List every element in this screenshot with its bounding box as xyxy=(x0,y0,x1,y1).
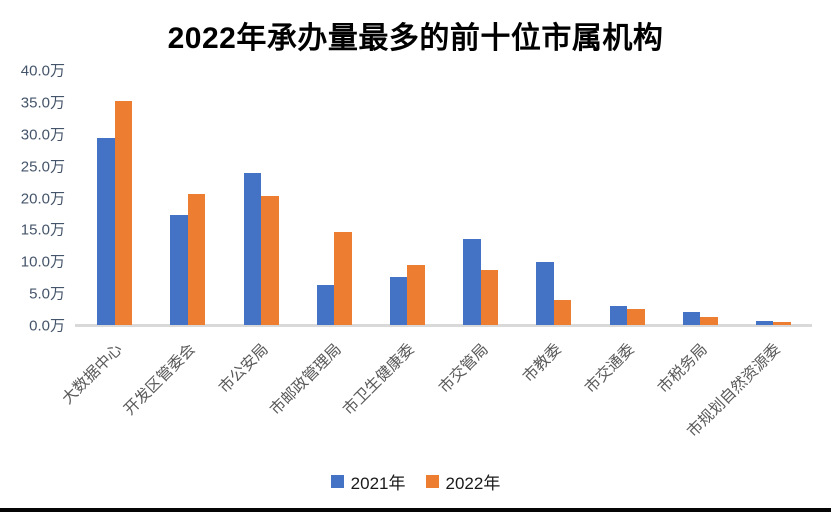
bar-2021年-市邮政管理局 xyxy=(316,285,335,325)
bar-2021年-大数据中心 xyxy=(97,138,115,325)
bar-2022年-大数据中心 xyxy=(114,101,133,325)
bar-2022年-市公安局 xyxy=(261,195,279,325)
x-axis-tick-label: 市交管局 xyxy=(435,340,492,397)
bar-2022年-市教委 xyxy=(553,299,572,325)
legend-item-2021年: 2021年 xyxy=(330,469,406,494)
bar-2022年-市卫生健康委 xyxy=(407,265,425,325)
y-axis-tick-label: 20.0万 xyxy=(20,190,65,207)
legend-swatch-icon xyxy=(330,475,344,488)
x-axis-tick-label: 市教委 xyxy=(519,340,565,386)
x-axis-tick-label: 市邮政管理局 xyxy=(267,340,346,419)
bar-2022年-开发区管委会 xyxy=(187,194,206,325)
y-axis-tick-label: 35.0万 xyxy=(20,94,65,112)
legend-label: 2021年 xyxy=(350,474,406,493)
bar-2022年-市交管局 xyxy=(480,270,499,325)
bar-2021年-市公安局 xyxy=(243,172,261,325)
y-axis-tick-label: 40.0万 xyxy=(20,62,65,80)
bar-2021年-市卫生健康委 xyxy=(389,276,408,325)
bottom-separator-bar xyxy=(0,508,831,512)
chart-title: 2022年承办量最多的前十位市属机构 xyxy=(167,22,664,55)
x-axis-tick-label: 大数据中心 xyxy=(58,340,126,408)
bar-2021年-市交通委 xyxy=(609,305,627,325)
y-axis-tick-label: 0.0万 xyxy=(29,317,65,335)
x-axis-line xyxy=(75,324,812,327)
y-axis-tick-label: 30.0万 xyxy=(20,126,65,144)
plot-area xyxy=(75,70,812,327)
y-axis-tick-label: 10.0万 xyxy=(20,253,65,271)
x-axis-tick-label: 市卫生健康委 xyxy=(340,340,419,419)
legend-item-2022年: 2022年 xyxy=(425,469,501,494)
x-axis-tick-label: 市公安局 xyxy=(215,340,272,397)
y-axis: 40.0万 35.0万 30.0万 25.0万 20.0万 15.0万 10.0万 5.0万 0… xyxy=(0,0,65,514)
bar-2021年-市交管局 xyxy=(463,238,481,325)
bar-2021年-开发区管委会 xyxy=(170,215,188,325)
y-axis-tick-label: 25.0万 xyxy=(20,158,65,176)
legend-label: 2022年 xyxy=(445,474,501,493)
legend: 2021年 2022年 xyxy=(0,469,831,494)
x-axis-tick-label: 市规划自然资源委 xyxy=(684,340,785,441)
bar-2022年-市交通委 xyxy=(627,309,645,325)
bar-2021年-市教委 xyxy=(536,261,554,325)
y-axis-tick-label: 15.0万 xyxy=(20,221,65,239)
bar-2022年-市税务局 xyxy=(700,316,718,325)
bar-2021年-市税务局 xyxy=(682,312,701,325)
bar-2021年-市规划自然资源委 xyxy=(755,321,774,325)
x-axis-tick-label: 市税务局 xyxy=(655,340,712,397)
y-axis-tick-label: 5.0万 xyxy=(29,285,65,303)
x-axis-tick-label: 开发区管委会 xyxy=(120,340,199,419)
x-axis-tick-label: 市交通委 xyxy=(581,340,638,397)
legend-swatch-icon xyxy=(425,475,439,488)
bar-2022年-市邮政管理局 xyxy=(334,231,352,325)
bar-2022年-市规划自然资源委 xyxy=(773,322,791,325)
